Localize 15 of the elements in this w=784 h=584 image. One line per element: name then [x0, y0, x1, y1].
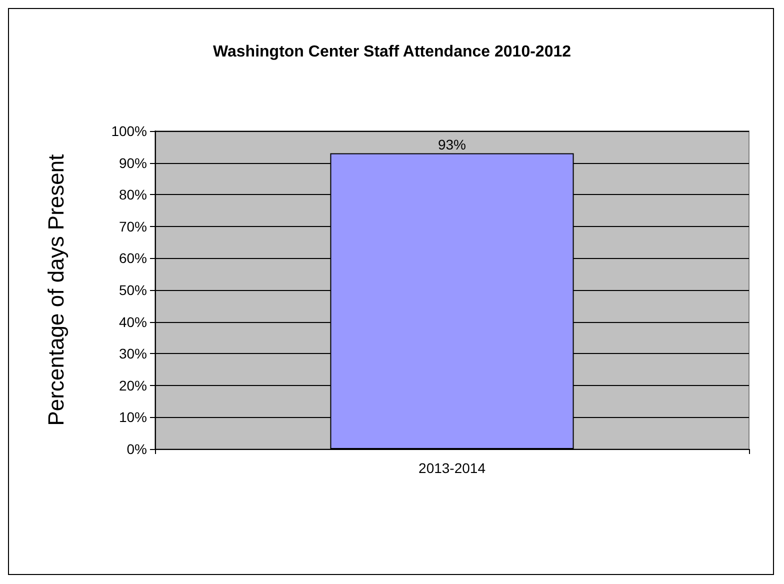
y-tick-label: 40%: [118, 314, 147, 330]
y-tick-label: 90%: [118, 154, 147, 171]
y-axis-title: Percentage of days Present: [44, 154, 68, 426]
y-tick-label: 100%: [111, 123, 147, 139]
y-tick-label: 70%: [118, 218, 147, 234]
y-tick-label: 80%: [118, 186, 147, 203]
data-label: 93%: [438, 136, 466, 152]
y-tick-label: 20%: [118, 377, 147, 394]
y-tick-label: 10%: [118, 409, 147, 426]
chart-title: Washington Center Staff Attendance 2010-2012: [212, 44, 572, 60]
y-tick-label: 30%: [118, 346, 147, 362]
y-tick-label: 50%: [118, 282, 147, 298]
y-tick-label: 0%: [126, 441, 147, 457]
x-tick-label: 2013-2014: [418, 460, 486, 476]
y-tick-label: 60%: [118, 250, 147, 266]
